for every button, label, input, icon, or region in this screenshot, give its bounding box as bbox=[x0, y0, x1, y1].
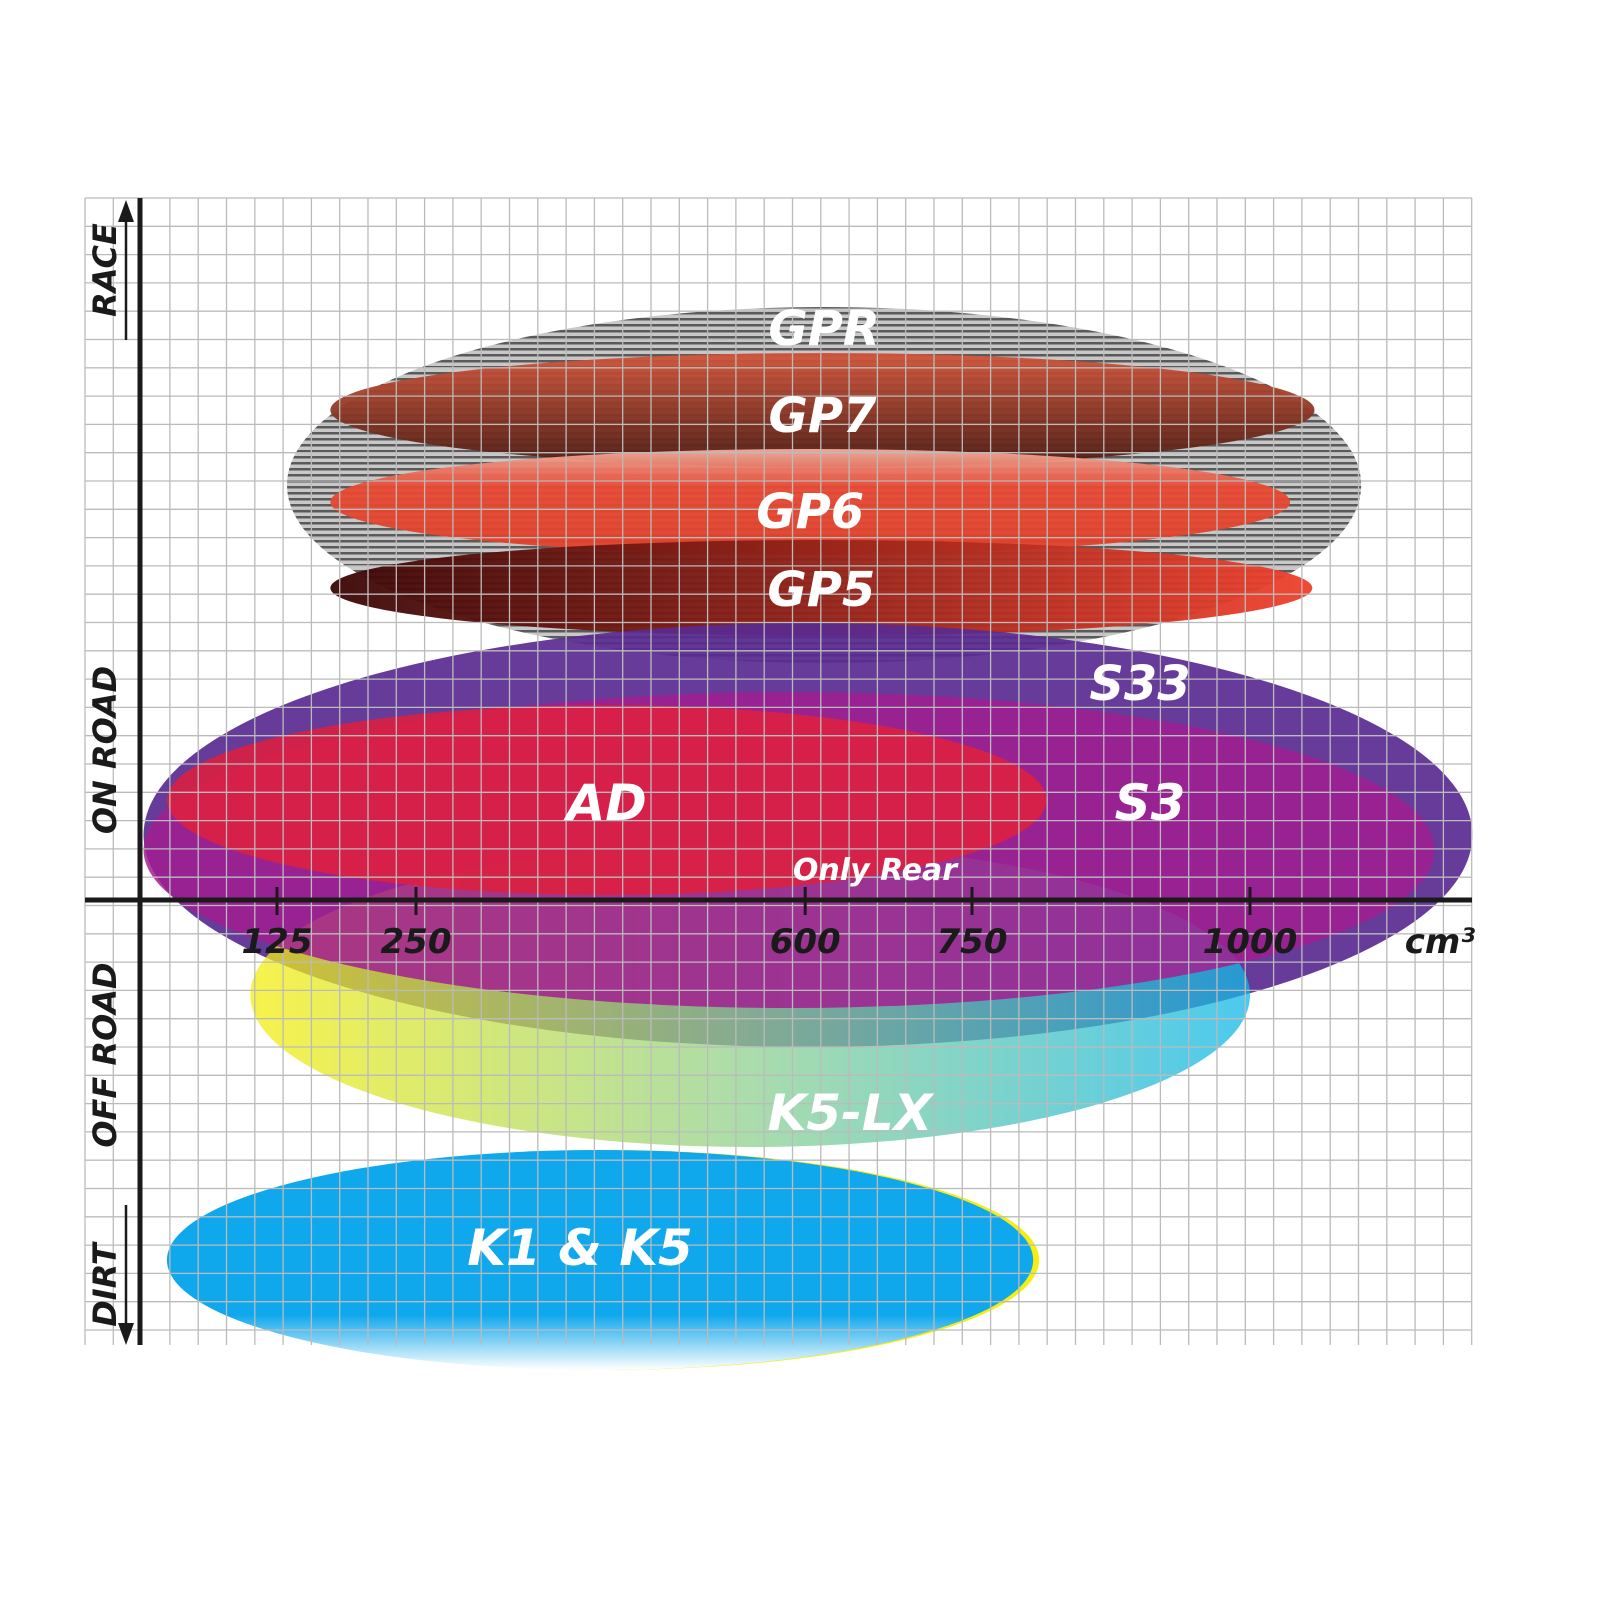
x-tick-label: 250 bbox=[381, 922, 452, 962]
x-tick-label: 750 bbox=[937, 922, 1008, 962]
region-label-gpr: GPR bbox=[768, 301, 880, 357]
arrow-down-icon bbox=[118, 1323, 134, 1345]
y-category-race: RACE bbox=[86, 223, 124, 317]
y-category-on-road: ON ROAD bbox=[86, 666, 124, 834]
x-axis-unit: cm³ bbox=[1405, 922, 1476, 962]
region-ad bbox=[166, 705, 1047, 895]
region-k1-k5 bbox=[166, 1150, 1034, 1370]
region-label-gp7: GP7 bbox=[768, 388, 877, 444]
x-tick-label: 600 bbox=[770, 922, 841, 962]
region-gp6 bbox=[330, 449, 1291, 555]
arrow-up-icon bbox=[118, 200, 134, 222]
region-label-ad: AD bbox=[563, 774, 647, 832]
x-tick-label: 125 bbox=[242, 922, 313, 962]
x-tick-label: 1000 bbox=[1203, 922, 1298, 962]
y-category-off-road: OFF ROAD bbox=[86, 962, 124, 1147]
region-label-k5-lx: K5-LX bbox=[768, 1084, 935, 1142]
region-label-s3: S3 bbox=[1115, 774, 1186, 832]
region-label-k1-k5: K1 & K5 bbox=[467, 1219, 693, 1277]
y-category-dirt: DIRT bbox=[86, 1241, 124, 1327]
region-label-gp6: GP6 bbox=[756, 484, 864, 540]
region-gp7 bbox=[330, 353, 1315, 467]
region-label-s33: S33 bbox=[1089, 656, 1190, 712]
annotation-only-rear: Only Rear bbox=[793, 853, 959, 888]
region-label-gp5: GP5 bbox=[767, 562, 875, 618]
